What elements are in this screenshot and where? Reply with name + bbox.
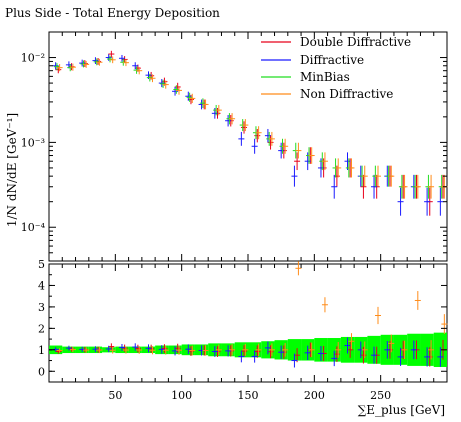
x-tick-label: 250 [370, 389, 391, 402]
main-plot-frame [48, 31, 448, 262]
ratio-y-tick-label: 4 [38, 279, 45, 292]
ratio-y-tick-label: 0 [38, 365, 45, 378]
legend-label-diffractive: Diffractive [300, 53, 364, 67]
y-axis-label: 1/N dN/dE [GeV⁻¹] [5, 113, 19, 227]
band-segment [327, 338, 341, 362]
ratio-y-tick-label: 2 [38, 322, 45, 335]
x-tick-label: 200 [304, 389, 325, 402]
legend-label-minbias: MinBias [300, 70, 350, 84]
ratio-y-tick-label: 5 [38, 258, 45, 271]
main-y-tick-label: 10⁻⁴ [21, 221, 46, 234]
chart-title: Plus Side - Total Energy Deposition [5, 6, 220, 20]
ratio-y-tick-label: 3 [38, 301, 45, 314]
ratio-y-tick-label: 1 [38, 344, 45, 357]
main-y-tick-label: 10⁻³ [21, 136, 45, 149]
ratio-plot-data [52, 261, 448, 368]
main-plot-data [52, 50, 448, 216]
x-tick-label: 150 [238, 389, 259, 402]
main-y-tick-label: 10⁻² [21, 52, 45, 65]
legend-label-non-diffractive: Non Diffractive [300, 87, 393, 101]
band-segment [234, 342, 248, 358]
x-axis-label: ∑E_plus [GeV] [358, 403, 445, 417]
x-tick-label: 50 [108, 389, 122, 402]
legend-label-double-diffractive: Double Diffractive [300, 35, 411, 49]
band-segment [248, 342, 262, 358]
axes-ticks: 10⁻⁴ 10⁻³ 10⁻² 0 1 2 3 4 5 50 100 150 200 250 [21, 31, 447, 402]
x-tick-label: 100 [171, 389, 192, 402]
legend: Double Diffractive Diffractive MinBias N… [261, 35, 411, 101]
